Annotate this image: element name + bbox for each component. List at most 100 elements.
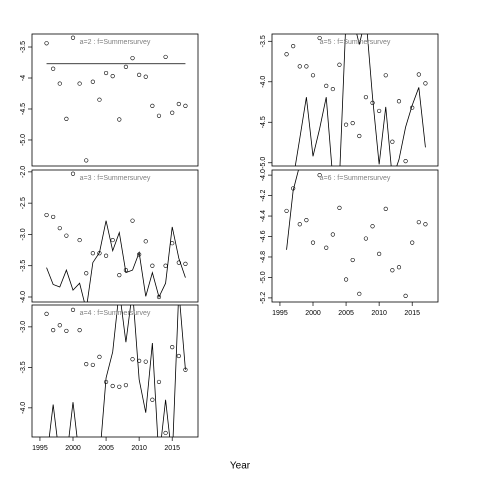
data-point (110, 74, 115, 79)
data-point (304, 64, 309, 69)
data-point (156, 379, 162, 385)
y-tick-label: -5.2 (260, 292, 267, 304)
x-tick-label: 2010 (371, 310, 387, 317)
data-point (137, 358, 142, 363)
data-point (297, 222, 302, 227)
data-point (44, 212, 49, 218)
data-point (324, 245, 329, 250)
data-point (377, 108, 382, 114)
data-point (150, 397, 155, 402)
y-tick-label: -4.0 (20, 402, 27, 414)
data-point (403, 159, 408, 164)
panel (44, 35, 188, 163)
data-point (44, 41, 49, 46)
data-point (130, 56, 135, 61)
y-tick-label: -4.0 (20, 291, 27, 303)
x-tick-label: 1995 (32, 445, 48, 452)
data-point (291, 44, 296, 49)
y-tick-label: -3.5 (260, 35, 267, 47)
panel-strip: a=3 : f=Summersurvey (80, 175, 151, 182)
panel (44, 171, 188, 302)
data-point (183, 261, 188, 266)
data-point (130, 357, 135, 362)
data-point (390, 268, 395, 273)
data-point (357, 133, 362, 139)
x-tick-label: 2005 (98, 445, 114, 452)
data-point (84, 158, 89, 163)
data-point (64, 233, 69, 238)
y-tick-label: -2.5 (20, 197, 27, 209)
x-tick-label: 2000 (65, 445, 81, 452)
data-point (84, 271, 89, 276)
y-tick-label: -5.0 (260, 271, 267, 283)
y-tick-label: -4.6 (260, 230, 267, 242)
data-point (396, 265, 402, 270)
data-point (156, 294, 162, 300)
data-point (97, 251, 102, 256)
data-point (163, 263, 168, 268)
data-point (156, 113, 162, 118)
x-axis-title: Year (230, 461, 251, 472)
y-tick-label: -4.4 (260, 210, 267, 222)
data-point (51, 328, 56, 333)
data-point (291, 186, 296, 191)
data-point (137, 72, 142, 78)
data-point (337, 62, 342, 67)
data-point (170, 345, 175, 350)
y-tick-label: -5.0 (260, 157, 267, 169)
data-point (363, 95, 369, 100)
data-point (350, 257, 355, 263)
data-point (176, 353, 181, 359)
y-tick-label: -5.0 (20, 134, 27, 146)
data-point (324, 83, 329, 88)
data-point (284, 208, 289, 214)
data-point (170, 110, 175, 115)
data-point (370, 100, 375, 105)
panel (284, 170, 428, 298)
y-tick-label: -4.0 (260, 76, 267, 88)
data-point (284, 52, 289, 57)
data-point (103, 70, 109, 76)
y-tick-label: -3.5 (20, 361, 27, 373)
y-tick-label: -4.8 (260, 251, 267, 263)
data-point (64, 116, 69, 122)
data-point (117, 384, 122, 389)
data-point (57, 323, 62, 328)
y-tick-label: -4.5 (260, 116, 267, 128)
x-tick-label: 1995 (272, 310, 288, 317)
y-tick-label: -4.0 (260, 169, 267, 181)
data-point (97, 354, 102, 359)
data-point (377, 251, 382, 257)
data-point (77, 328, 82, 333)
panel (284, 34, 428, 166)
data-point (310, 240, 316, 245)
data-point (390, 139, 395, 144)
data-point (143, 74, 148, 79)
data-point (103, 379, 109, 385)
panel-strip: a=2 : f=Summersurvey (80, 39, 151, 46)
fitted-line (46, 220, 186, 302)
data-point (183, 103, 188, 108)
data-point (297, 64, 302, 69)
data-point (170, 241, 175, 246)
data-point (410, 105, 415, 110)
data-point (357, 291, 362, 296)
data-point (176, 260, 181, 265)
panel-strip: a=4 : f=Summersurvey (80, 310, 151, 317)
data-point (90, 251, 95, 256)
data-point (423, 81, 428, 86)
data-point (123, 64, 129, 69)
data-point (77, 81, 82, 86)
panel-frame (271, 33, 439, 167)
data-point (70, 35, 76, 40)
x-tick-label: 2000 (305, 310, 321, 317)
data-point (84, 362, 89, 367)
x-tick-label: 2015 (404, 310, 420, 317)
data-point (117, 117, 122, 122)
data-point (123, 383, 129, 388)
x-tick-label: 2005 (338, 310, 354, 317)
data-point (70, 307, 76, 312)
fitted-line (294, 34, 426, 166)
data-point (304, 218, 309, 223)
data-point (330, 86, 335, 92)
